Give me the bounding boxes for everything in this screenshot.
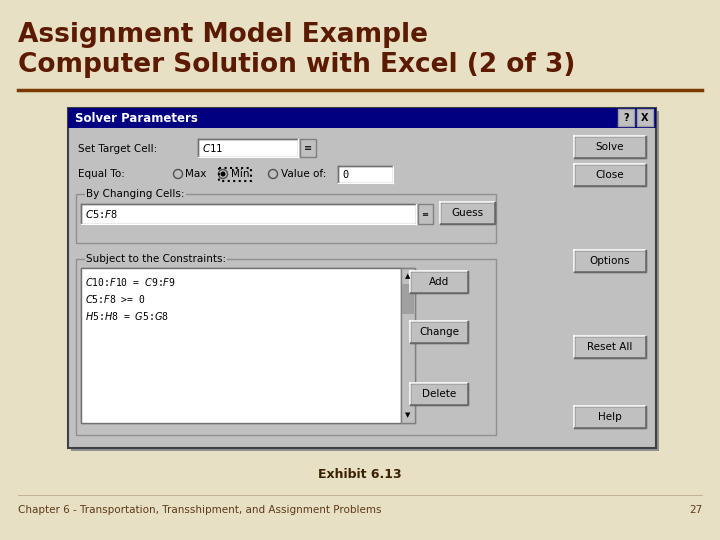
Bar: [418, 204, 433, 224]
Bar: [81, 268, 401, 423]
Text: 0: 0: [342, 170, 348, 179]
Bar: [410, 271, 468, 293]
Text: Help: Help: [598, 412, 622, 422]
Text: $C$5:$F$8 >= 0: $C$5:$F$8 >= 0: [85, 293, 145, 305]
Text: Chapter 6 - Transportation, Transshipment, and Assignment Problems: Chapter 6 - Transportation, Transshipmen…: [18, 505, 382, 515]
Text: ≡: ≡: [304, 143, 312, 153]
Text: Equal To:: Equal To:: [78, 169, 125, 179]
Text: Set Target Cell:: Set Target Cell:: [78, 144, 157, 154]
Bar: [76, 259, 496, 435]
Bar: [440, 202, 495, 224]
Bar: [402, 284, 414, 314]
Text: By Changing Cells:: By Changing Cells:: [86, 189, 184, 199]
Bar: [76, 194, 496, 243]
Text: Value of:: Value of:: [281, 169, 326, 179]
Text: ?: ?: [624, 113, 629, 123]
Text: Guess: Guess: [451, 208, 484, 218]
Bar: [574, 164, 646, 186]
Circle shape: [220, 172, 225, 177]
Text: Solver Parameters: Solver Parameters: [75, 111, 198, 125]
Bar: [338, 166, 393, 183]
Bar: [410, 321, 468, 343]
Text: Delete: Delete: [422, 389, 456, 399]
Text: Options: Options: [590, 256, 630, 266]
Bar: [300, 139, 316, 157]
Text: Exhibit 6.13: Exhibit 6.13: [318, 469, 402, 482]
Text: Add: Add: [429, 277, 449, 287]
Bar: [68, 108, 656, 128]
Bar: [198, 139, 298, 157]
Bar: [81, 268, 415, 423]
Text: Solve: Solve: [595, 142, 624, 152]
Bar: [574, 336, 646, 358]
Bar: [574, 250, 646, 272]
Text: $C$11: $C$11: [202, 142, 223, 154]
Text: Computer Solution with Excel (2 of 3): Computer Solution with Excel (2 of 3): [18, 52, 575, 78]
Text: $H$5:$H$8 = $G$5:$G$8: $H$5:$H$8 = $G$5:$G$8: [85, 310, 169, 322]
Text: Change: Change: [419, 327, 459, 337]
Text: Close: Close: [595, 170, 624, 180]
Text: Subject to the Constraints:: Subject to the Constraints:: [86, 254, 226, 264]
Text: Min: Min: [231, 169, 250, 179]
Bar: [71, 111, 659, 451]
Text: ≡: ≡: [421, 210, 428, 219]
Bar: [410, 383, 468, 405]
Bar: [401, 268, 415, 423]
Bar: [219, 168, 251, 181]
Bar: [81, 204, 416, 224]
Text: Max: Max: [185, 169, 207, 179]
Text: $C$10:$F$10 = $C$9:$F$9: $C$10:$F$10 = $C$9:$F$9: [85, 276, 176, 288]
Bar: [574, 136, 646, 158]
Text: 27: 27: [689, 505, 702, 515]
Text: Assignment Model Example: Assignment Model Example: [18, 22, 428, 48]
Text: $C$5:$F$8: $C$5:$F$8: [85, 208, 118, 220]
Bar: [618, 109, 634, 126]
Text: X: X: [642, 113, 649, 123]
Text: Reset All: Reset All: [588, 342, 633, 352]
Bar: [574, 406, 646, 428]
Bar: [637, 109, 653, 126]
Bar: [68, 108, 656, 448]
Text: ▲: ▲: [405, 273, 410, 279]
Text: ▼: ▼: [405, 412, 410, 418]
